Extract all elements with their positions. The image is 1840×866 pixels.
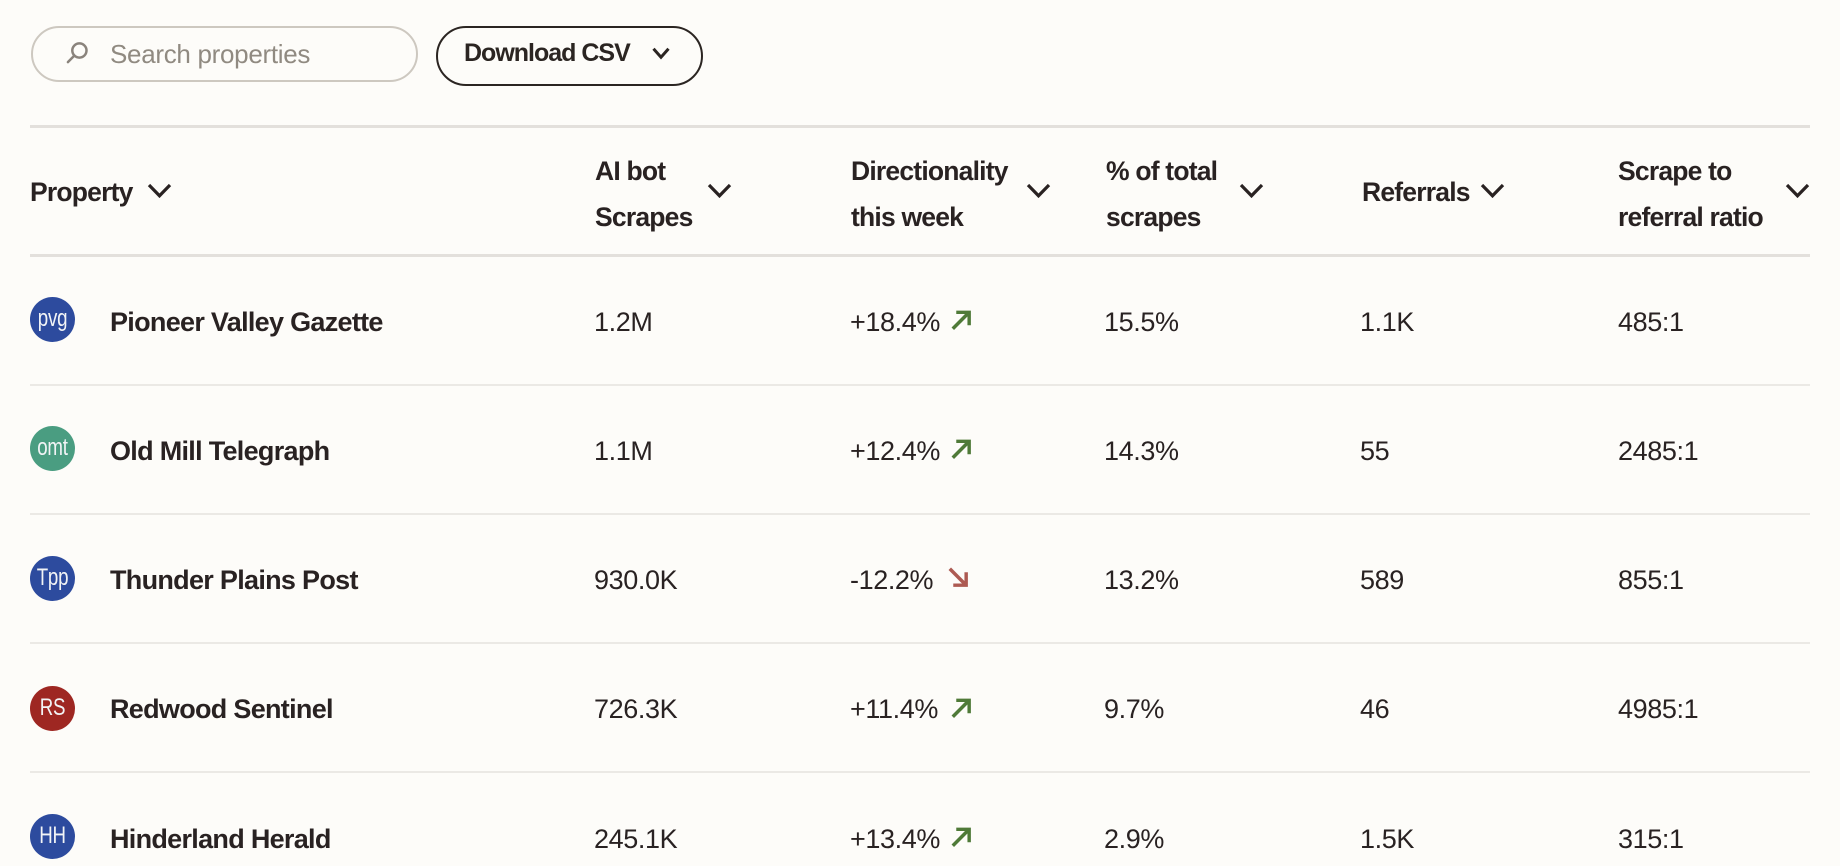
svg-text:omt: omt: [37, 434, 68, 461]
svg-text:RS: RS: [40, 694, 66, 721]
svg-text:HH: HH: [39, 822, 66, 849]
svg-text:pvg: pvg: [38, 305, 67, 332]
svg-text:Tpp: Tpp: [37, 564, 69, 591]
